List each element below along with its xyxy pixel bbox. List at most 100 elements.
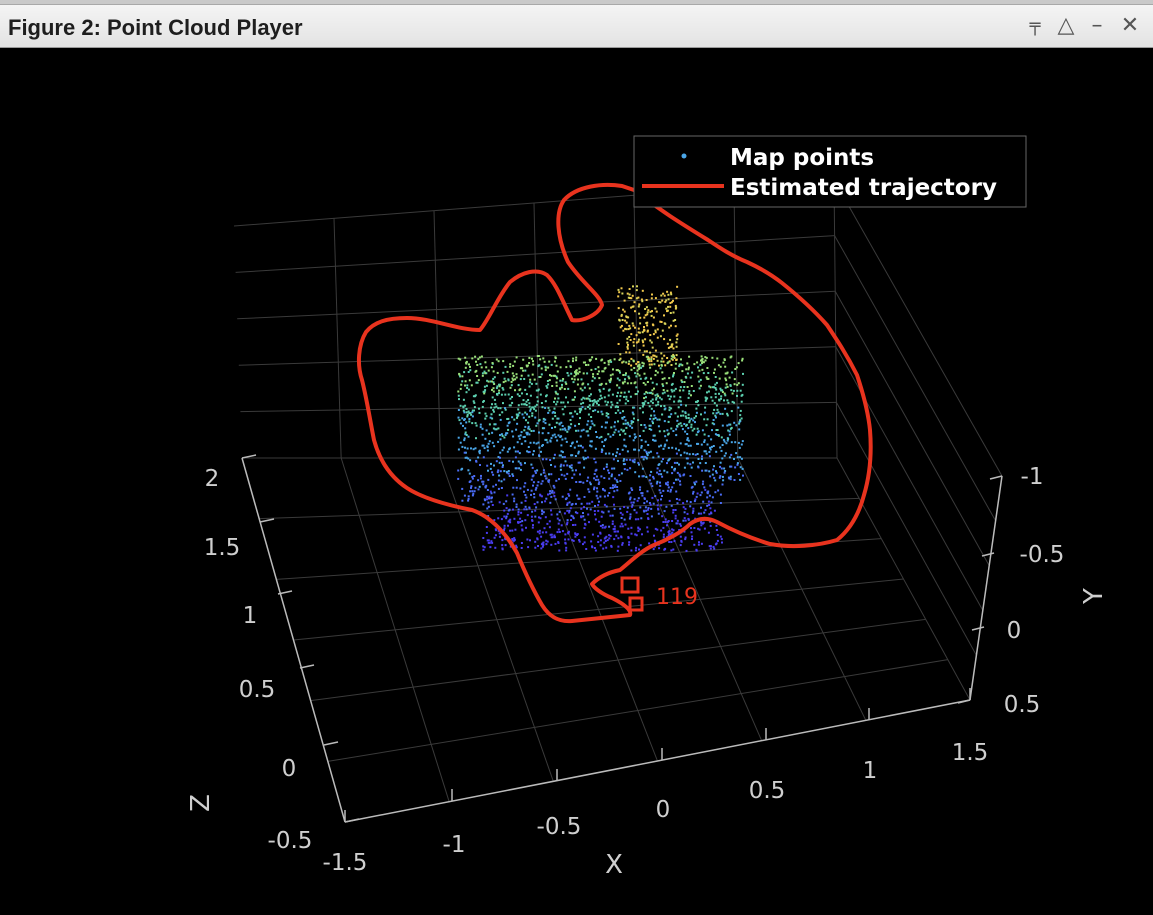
- map-point: [633, 498, 636, 501]
- map-point: [722, 438, 725, 441]
- map-point: [561, 408, 564, 411]
- map-point: [484, 486, 487, 489]
- map-point: [685, 424, 688, 427]
- map-point: [648, 358, 650, 361]
- map-point: [554, 498, 557, 501]
- map-point: [471, 357, 474, 360]
- map-point: [602, 511, 605, 514]
- map-point: [582, 512, 584, 514]
- map-point: [741, 383, 744, 386]
- map-point: [696, 492, 699, 495]
- minimize-icon[interactable]: –: [1091, 13, 1103, 38]
- map-point: [655, 398, 658, 401]
- map-point: [492, 377, 495, 380]
- map-point: [573, 390, 576, 393]
- map-point: [659, 491, 662, 494]
- map-point: [511, 401, 514, 404]
- map-point: [556, 400, 559, 403]
- x-axis-line: [344, 699, 971, 823]
- map-point: [663, 314, 665, 317]
- map-point: [666, 462, 668, 465]
- map-point: [625, 321, 628, 324]
- map-point: [555, 384, 558, 387]
- map-point: [483, 392, 486, 395]
- map-point: [622, 329, 625, 332]
- map-point: [551, 385, 554, 387]
- map-point: [647, 508, 650, 511]
- map-point: [637, 526, 640, 529]
- map-point: [628, 543, 630, 546]
- map-point: [580, 378, 583, 381]
- map-point: [650, 356, 653, 359]
- map-point: [651, 389, 654, 392]
- map-point: [463, 411, 466, 414]
- map-point: [721, 391, 724, 393]
- map-point: [502, 446, 505, 449]
- map-point: [561, 438, 564, 441]
- map-point: [589, 444, 591, 447]
- map-point: [508, 404, 511, 407]
- map-point: [657, 499, 659, 502]
- map-point: [600, 397, 603, 400]
- map-point: [541, 432, 544, 435]
- undock-icon[interactable]: △: [1057, 13, 1075, 38]
- map-point: [494, 403, 497, 406]
- map-point: [709, 520, 712, 523]
- map-point: [715, 381, 718, 384]
- map-point: [672, 511, 675, 514]
- map-point: [690, 527, 692, 530]
- map-point: [646, 391, 649, 394]
- map-point: [690, 423, 693, 426]
- map-point: [512, 486, 515, 489]
- map-point: [587, 406, 590, 408]
- map-point: [716, 434, 719, 436]
- map-point: [661, 299, 664, 302]
- map-point: [620, 517, 623, 519]
- map-point: [509, 397, 512, 400]
- map-point: [569, 488, 572, 491]
- map-point: [701, 368, 704, 371]
- map-point: [739, 389, 742, 392]
- map-point: [642, 329, 645, 332]
- map-point: [643, 372, 646, 375]
- map-point: [648, 542, 651, 545]
- grid-line: [733, 187, 739, 459]
- map-point: [503, 509, 506, 512]
- map-point: [700, 413, 702, 416]
- map-point: [610, 377, 612, 380]
- map-point: [588, 398, 591, 401]
- map-point: [553, 374, 556, 377]
- map-point: [662, 292, 665, 295]
- map-point: [671, 466, 673, 469]
- map-point: [467, 457, 470, 460]
- map-point: [458, 398, 460, 401]
- map-point: [606, 421, 608, 424]
- map-point: [622, 422, 625, 425]
- map-point: [742, 372, 744, 375]
- map-point: [582, 543, 584, 546]
- map-point: [678, 363, 681, 366]
- map-point: [665, 482, 667, 485]
- point-cloud-plot[interactable]: 119 -1.5-1-0.500.511.5X-0.500.511.52Z-1-…: [2, 48, 1153, 915]
- close-icon[interactable]: ✕: [1120, 13, 1140, 38]
- map-point: [713, 476, 716, 479]
- map-point: [609, 514, 612, 517]
- map-point: [459, 375, 462, 378]
- map-point: [613, 431, 616, 434]
- map-point: [660, 473, 663, 476]
- map-point: [603, 503, 606, 506]
- map-point: [700, 506, 702, 509]
- map-point: [575, 359, 578, 362]
- map-point: [683, 517, 686, 520]
- map-point: [610, 360, 613, 363]
- map-point: [683, 511, 686, 514]
- map-point: [501, 411, 504, 414]
- pin-icon[interactable]: ╤: [1029, 15, 1041, 36]
- map-point: [611, 403, 614, 406]
- map-point: [650, 428, 653, 431]
- map-point: [633, 367, 636, 369]
- map-point: [527, 421, 530, 424]
- map-point: [658, 445, 661, 448]
- map-point: [471, 415, 474, 418]
- map-point: [624, 402, 627, 405]
